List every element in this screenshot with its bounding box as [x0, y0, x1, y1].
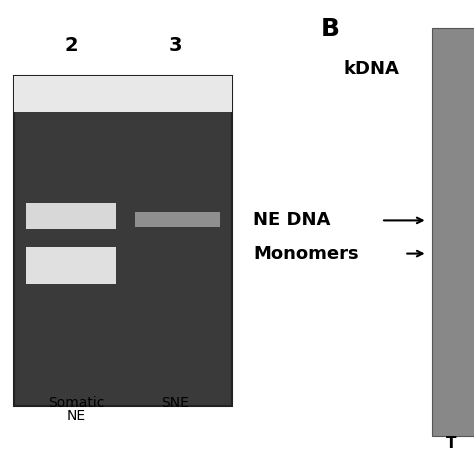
Bar [14, 76, 232, 112]
Text: NE: NE [66, 410, 85, 423]
Text: T: T [446, 436, 456, 451]
Text: SNE: SNE [162, 396, 189, 410]
Text: 3: 3 [169, 36, 182, 55]
Bar [26, 247, 116, 283]
Bar [135, 212, 220, 227]
Text: kDNA: kDNA [344, 60, 400, 78]
Text: NE DNA: NE DNA [253, 211, 331, 229]
Bar [26, 203, 116, 229]
Bar [432, 28, 474, 436]
Bar [14, 76, 232, 407]
Text: B: B [320, 17, 339, 41]
Text: Monomers: Monomers [253, 245, 359, 263]
Text: Somatic: Somatic [48, 396, 104, 410]
Text: 2: 2 [64, 36, 78, 55]
